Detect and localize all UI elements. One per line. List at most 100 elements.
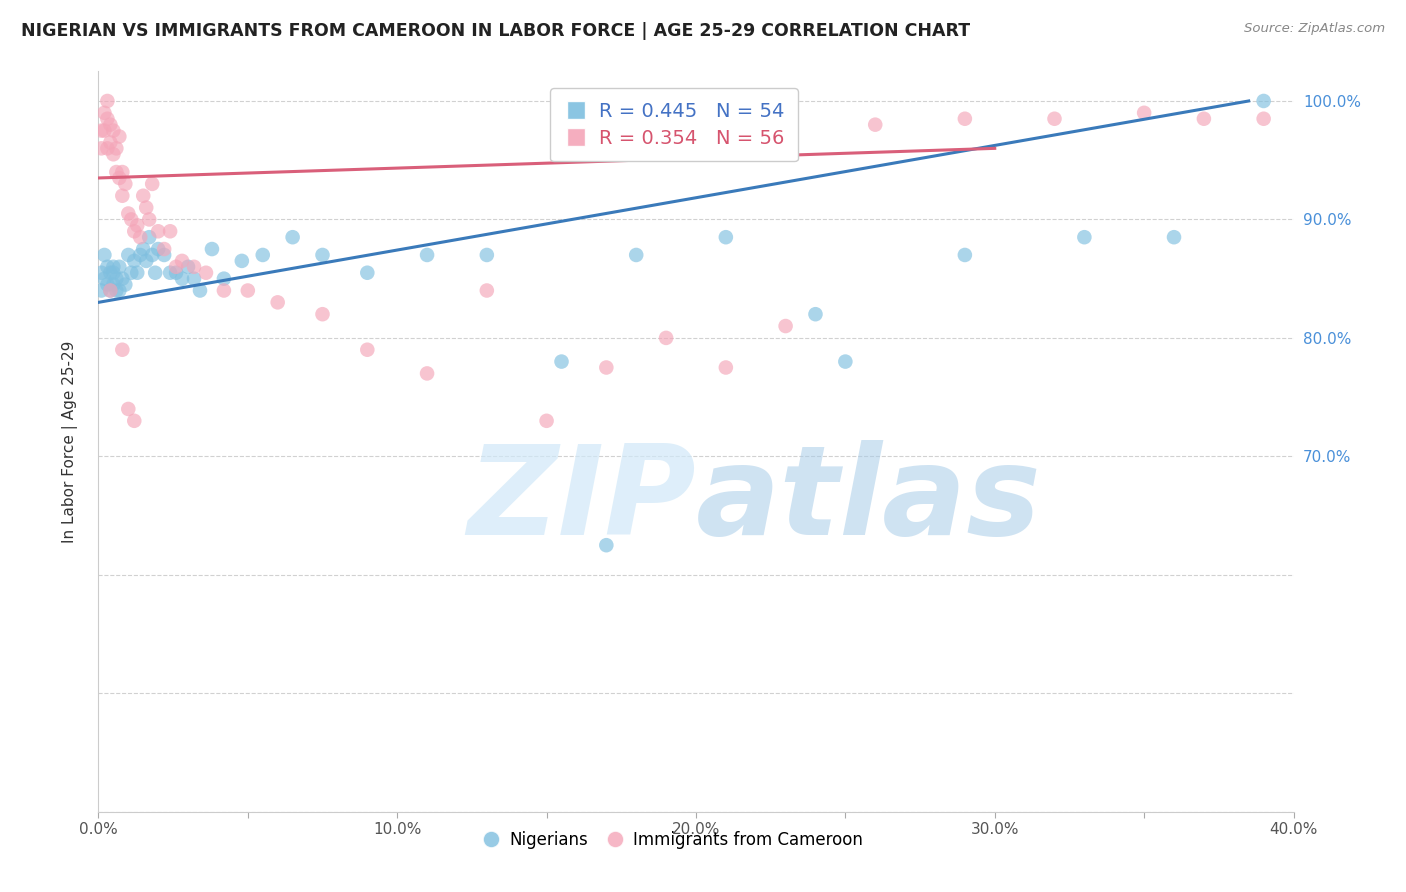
Point (475, 284, 498, 298)
Point (714, 230, 737, 244)
Point (120, 212, 142, 227)
Point (117, 248, 139, 262)
Y-axis label: In Labor Force | Age 25-29: In Labor Force | Age 25-29 (62, 341, 77, 542)
Point (103, 123, 125, 137)
Point (1133, 105, 1156, 120)
Point (117, 206, 139, 220)
Point (595, 360, 617, 375)
Point (416, 367, 439, 381)
Point (98, 118, 122, 132)
Point (96, 260, 118, 274)
Point (177, 260, 200, 274)
Point (105, 271, 128, 285)
Point (536, 414, 558, 428)
Point (98, 136, 122, 150)
Point (105, 284, 128, 298)
Point (165, 260, 187, 274)
Point (98, 284, 122, 298)
Point (311, 307, 333, 321)
Point (132, 188, 155, 202)
Text: NIGERIAN VS IMMIGRANTS FROM CAMEROON IN LABOR FORCE | AGE 25-29 CORRELATION CHAR: NIGERIAN VS IMMIGRANTS FROM CAMEROON IN … (21, 22, 970, 40)
Point (90, 284, 112, 298)
Point (141, 177, 163, 191)
Point (90, 141, 112, 155)
Point (111, 188, 134, 202)
Point (172, 253, 194, 268)
Point (236, 284, 259, 298)
Point (103, 277, 125, 292)
Point (141, 248, 163, 262)
Point (356, 343, 378, 357)
Point (129, 248, 152, 262)
Point (714, 360, 737, 375)
Point (1073, 230, 1095, 244)
Point (138, 230, 160, 244)
Point (120, 266, 142, 280)
Point (183, 271, 205, 285)
Point (108, 260, 131, 274)
Point (96, 94, 118, 108)
Point (1253, 94, 1275, 108)
Point (93, 105, 115, 120)
Point (103, 147, 125, 161)
Point (153, 242, 176, 256)
Point (98, 266, 122, 280)
Point (108, 129, 131, 144)
Point (195, 266, 218, 280)
Point (231, 253, 253, 268)
Point (1253, 112, 1275, 126)
Point (105, 141, 128, 155)
Point (550, 354, 572, 368)
Point (475, 248, 498, 262)
Point (1043, 112, 1066, 126)
Point (105, 165, 128, 179)
Legend: Nigerians, Immigrants from Cameroon: Nigerians, Immigrants from Cameroon (474, 824, 870, 855)
Point (93, 248, 115, 262)
Text: Source: ZipAtlas.com: Source: ZipAtlas.com (1244, 22, 1385, 36)
Point (108, 171, 131, 186)
Point (153, 248, 176, 262)
Point (252, 248, 274, 262)
Point (90, 123, 112, 137)
Point (143, 266, 166, 280)
Point (117, 401, 139, 416)
Point (212, 284, 235, 298)
Point (356, 266, 378, 280)
Point (111, 165, 134, 179)
Point (114, 277, 136, 292)
Point (655, 331, 678, 345)
Point (1163, 230, 1185, 244)
Point (953, 112, 976, 126)
Point (96, 112, 118, 126)
Point (96, 277, 118, 292)
Point (93, 271, 115, 285)
Point (135, 201, 157, 215)
Point (90, 266, 112, 280)
Point (111, 271, 134, 285)
Point (183, 260, 205, 274)
Point (148, 242, 170, 256)
Point (311, 248, 333, 262)
Text: ZIP: ZIP (467, 441, 696, 561)
Point (124, 414, 146, 428)
Point (96, 141, 118, 155)
Point (108, 284, 131, 298)
Point (127, 266, 149, 280)
Point (1192, 112, 1215, 126)
Text: atlas: atlas (696, 441, 1042, 561)
Point (416, 248, 439, 262)
Point (172, 271, 194, 285)
Point (159, 266, 181, 280)
Point (138, 212, 160, 227)
Point (124, 253, 146, 268)
Point (148, 224, 170, 238)
Point (93, 123, 115, 137)
Point (165, 266, 187, 280)
Point (804, 307, 827, 321)
Point (132, 242, 155, 256)
Point (188, 284, 211, 298)
Point (212, 271, 235, 285)
Point (281, 230, 304, 244)
Point (103, 266, 125, 280)
Point (626, 248, 648, 262)
